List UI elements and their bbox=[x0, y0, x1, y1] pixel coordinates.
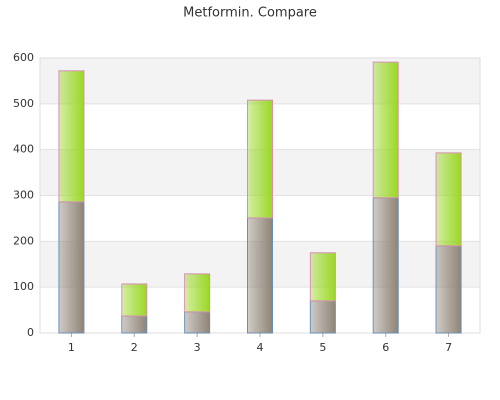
grid-band bbox=[40, 58, 480, 104]
y-tick-label: 500 bbox=[13, 97, 34, 110]
y-tick-label: 600 bbox=[13, 51, 34, 64]
bar-segment bbox=[121, 283, 148, 317]
chart-title: Metformin. Compare bbox=[183, 6, 317, 21]
x-tick-label: 2 bbox=[131, 341, 138, 354]
bar-segment bbox=[184, 311, 211, 334]
y-tick-label: 0 bbox=[27, 326, 34, 339]
x-tick-label: 5 bbox=[319, 341, 326, 354]
x-tick-label: 6 bbox=[382, 341, 389, 354]
bar-segment bbox=[372, 61, 399, 199]
y-tick-label: 100 bbox=[13, 280, 34, 293]
bar-segment bbox=[372, 197, 399, 334]
bar-segment bbox=[184, 273, 211, 313]
bar-segment bbox=[247, 217, 273, 334]
bar-segment bbox=[58, 70, 85, 203]
bar-segment bbox=[121, 315, 148, 334]
y-tick-label: 200 bbox=[13, 234, 34, 247]
x-tick-label: 7 bbox=[445, 341, 452, 354]
x-tick-label: 3 bbox=[194, 341, 201, 354]
bar-segment bbox=[58, 201, 85, 334]
y-tick-label: 400 bbox=[13, 143, 34, 156]
bar-segment bbox=[435, 152, 462, 247]
bar-segment bbox=[309, 252, 336, 302]
bar-segment bbox=[435, 245, 462, 334]
x-tick-label: 1 bbox=[68, 341, 75, 354]
x-tick-label: 4 bbox=[257, 341, 264, 354]
bar-segment bbox=[309, 300, 336, 334]
bar-segment bbox=[247, 99, 273, 219]
y-tick-label: 300 bbox=[13, 189, 34, 202]
